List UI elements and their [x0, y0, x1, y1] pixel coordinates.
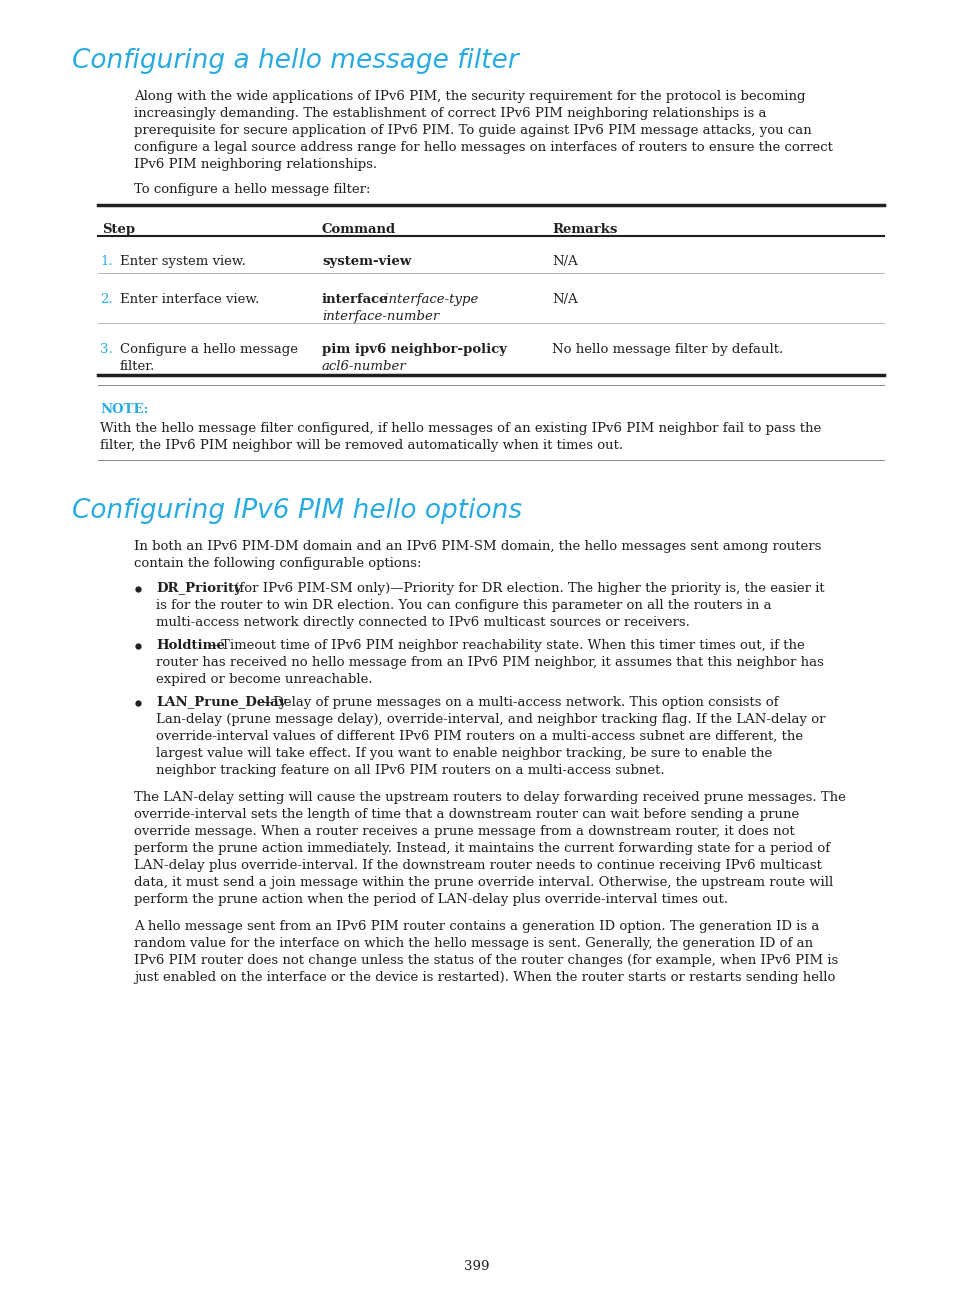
Text: expired or become unreachable.: expired or become unreachable.	[156, 673, 373, 686]
Text: random value for the interface on which the hello message is sent. Generally, th: random value for the interface on which …	[133, 937, 812, 950]
Text: LAN-delay plus override-interval. If the downstream router needs to continue rec: LAN-delay plus override-interval. If the…	[133, 859, 821, 872]
Text: N/A: N/A	[552, 255, 578, 268]
Text: Enter system view.: Enter system view.	[120, 255, 246, 268]
Text: Lan-delay (prune message delay), override-interval, and neighbor tracking flag. : Lan-delay (prune message delay), overrid…	[156, 713, 824, 726]
Text: configure a legal source address range for hello messages on interfaces of route: configure a legal source address range f…	[133, 141, 832, 154]
Text: router has received no hello message from an IPv6 PIM neighbor, it assumes that : router has received no hello message fro…	[156, 656, 823, 669]
Text: pim ipv6 neighbor-policy: pim ipv6 neighbor-policy	[322, 343, 506, 356]
Text: A hello message sent from an IPv6 PIM router contains a generation ID option. Th: A hello message sent from an IPv6 PIM ro…	[133, 920, 819, 933]
Text: interface: interface	[322, 293, 388, 306]
Text: data, it must send a join message within the prune override interval. Otherwise,: data, it must send a join message within…	[133, 876, 832, 889]
Text: 1.: 1.	[100, 255, 112, 268]
Text: 2.: 2.	[100, 293, 112, 306]
Text: LAN_Prune_Delay: LAN_Prune_Delay	[156, 696, 286, 709]
Text: filter.: filter.	[120, 360, 155, 373]
Text: filter, the IPv6 PIM neighbor will be removed automatically when it times out.: filter, the IPv6 PIM neighbor will be re…	[100, 439, 622, 452]
Text: just enabled on the interface or the device is restarted). When the router start: just enabled on the interface or the dev…	[133, 971, 835, 984]
Text: system-view: system-view	[322, 255, 411, 268]
Text: contain the following configurable options:: contain the following configurable optio…	[133, 557, 421, 570]
Text: neighbor tracking feature on all IPv6 PIM routers on a multi-access subnet.: neighbor tracking feature on all IPv6 PI…	[156, 765, 664, 778]
Text: (for IPv6 PIM-SM only)—Priority for DR election. The higher the priority is, the: (for IPv6 PIM-SM only)—Priority for DR e…	[230, 582, 823, 595]
Text: Along with the wide applications of IPv6 PIM, the security requirement for the p: Along with the wide applications of IPv6…	[133, 89, 804, 102]
Text: is for the router to win DR election. You can configure this parameter on all th: is for the router to win DR election. Yo…	[156, 599, 771, 612]
Text: prerequisite for secure application of IPv6 PIM. To guide against IPv6 PIM messa: prerequisite for secure application of I…	[133, 124, 811, 137]
Text: interface-number: interface-number	[322, 310, 438, 323]
Text: Command: Command	[322, 223, 395, 236]
Text: —Timeout time of IPv6 PIM neighbor reachability state. When this timer times out: —Timeout time of IPv6 PIM neighbor reach…	[208, 639, 804, 652]
Text: Remarks: Remarks	[552, 223, 617, 236]
Text: —Delay of prune messages on a multi-access network. This option consists of: —Delay of prune messages on a multi-acce…	[260, 696, 778, 709]
Text: IPv6 PIM router does not change unless the status of the router changes (for exa: IPv6 PIM router does not change unless t…	[133, 954, 838, 967]
Text: Step: Step	[102, 223, 135, 236]
Text: override message. When a router receives a prune message from a downstream route: override message. When a router receives…	[133, 826, 794, 839]
Text: IPv6 PIM neighboring relationships.: IPv6 PIM neighboring relationships.	[133, 158, 376, 171]
Text: With the hello message filter configured, if hello messages of an existing IPv6 : With the hello message filter configured…	[100, 422, 821, 435]
Text: Configure a hello message: Configure a hello message	[120, 343, 297, 356]
Text: override-interval values of different IPv6 PIM routers on a multi-access subnet : override-interval values of different IP…	[156, 730, 802, 743]
Text: DR_Priority: DR_Priority	[156, 582, 242, 595]
Text: perform the prune action when the period of LAN-delay plus override-interval tim: perform the prune action when the period…	[133, 893, 727, 906]
Text: NOTE:: NOTE:	[100, 403, 149, 416]
Text: perform the prune action immediately. Instead, it maintains the current forwardi: perform the prune action immediately. In…	[133, 842, 829, 855]
Text: increasingly demanding. The establishment of correct IPv6 PIM neighboring relati: increasingly demanding. The establishmen…	[133, 108, 765, 121]
Text: In both an IPv6 PIM-DM domain and an IPv6 PIM-SM domain, the hello messages sent: In both an IPv6 PIM-DM domain and an IPv…	[133, 540, 821, 553]
Text: acl6-number: acl6-number	[322, 360, 406, 373]
Text: 3.: 3.	[100, 343, 112, 356]
Text: override-interval sets the length of time that a downstream router can wait befo: override-interval sets the length of tim…	[133, 807, 799, 820]
Text: multi-access network directly connected to IPv6 multicast sources or receivers.: multi-access network directly connected …	[156, 616, 689, 629]
Text: The LAN-delay setting will cause the upstream routers to delay forwarding receiv: The LAN-delay setting will cause the ups…	[133, 791, 845, 804]
Text: interface-type: interface-type	[379, 293, 477, 306]
Text: 399: 399	[464, 1260, 489, 1273]
Text: largest value will take effect. If you want to enable neighbor tracking, be sure: largest value will take effect. If you w…	[156, 746, 771, 759]
Text: N/A: N/A	[552, 293, 578, 306]
Text: No hello message filter by default.: No hello message filter by default.	[552, 343, 782, 356]
Text: Enter interface view.: Enter interface view.	[120, 293, 259, 306]
Text: Configuring IPv6 PIM hello options: Configuring IPv6 PIM hello options	[71, 498, 521, 524]
Text: Configuring a hello message filter: Configuring a hello message filter	[71, 48, 518, 74]
Text: Holdtime: Holdtime	[156, 639, 225, 652]
Text: To configure a hello message filter:: To configure a hello message filter:	[133, 183, 370, 196]
